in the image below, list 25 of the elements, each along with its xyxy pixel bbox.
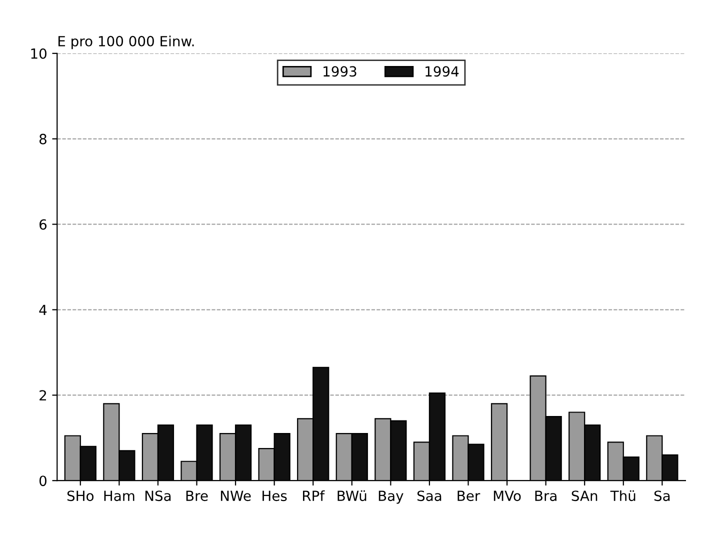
x-tick-label: SAn [572, 490, 598, 502]
y-tick-label: 4 [39, 304, 47, 315]
x-tick-label: Ber [458, 490, 480, 502]
y-tick-label: 6 [40, 219, 47, 230]
legend-label: 1994 [426, 66, 459, 77]
x-tick-label: Saa [417, 490, 442, 502]
x-tick-label: SHo [67, 490, 94, 502]
x-tick-label: Bay [378, 490, 404, 504]
y-tick-label: 10 [31, 48, 46, 59]
x-tick-label: Sa [654, 490, 670, 502]
x-tick-label: BWü [338, 490, 366, 502]
y-axis-title: E pro 100 000 Einw. [58, 36, 194, 50]
x-tick-label: Hes [262, 490, 287, 502]
x-tick-label: NWe [220, 490, 251, 502]
x-tick-label: NSa [145, 490, 171, 502]
x-tick-label: Bra [535, 490, 556, 502]
x-tick-label: RPf [303, 490, 325, 501]
y-tick-label: 8 [40, 134, 46, 144]
legend-label: 1993 [324, 66, 356, 77]
x-tick-label: Thü [610, 490, 636, 502]
x-tick-label: MVo [494, 490, 521, 502]
x-tick-label: Ham [104, 490, 134, 502]
y-tick-label: 0 [39, 476, 46, 486]
x-tick-label: Bre [186, 490, 208, 502]
y-tick-label: 2 [40, 390, 46, 400]
